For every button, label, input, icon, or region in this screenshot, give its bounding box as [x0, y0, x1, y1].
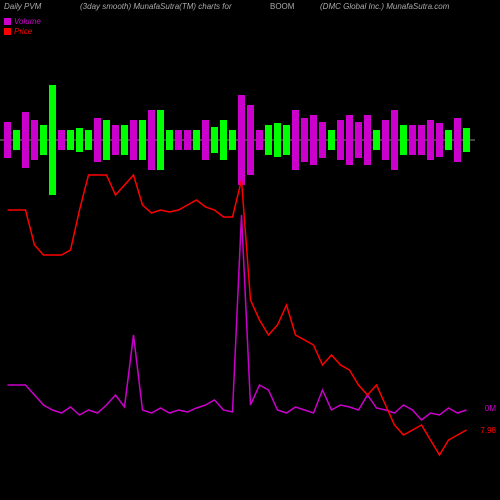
chart-header: Daily PVM (3day smooth) MunafaSutra(TM) … — [0, 2, 500, 16]
legend-swatch — [4, 28, 11, 35]
legend-swatch — [4, 18, 11, 25]
legend-label: Volume — [14, 17, 41, 26]
legend-item-volume: Volume — [4, 16, 41, 26]
axis-label: 0M — [485, 404, 496, 413]
chart-svg — [0, 35, 475, 475]
axis-label: 7.98 — [480, 426, 496, 435]
header-right: (DMC Global Inc.) MunafaSutra.com — [320, 2, 449, 11]
header-left: Daily PVM — [4, 2, 41, 11]
header-mid: (3day smooth) MunafaSutra(TM) charts for — [80, 2, 232, 11]
legend: Volume Price — [4, 16, 41, 36]
header-ticker: BOOM — [270, 2, 294, 11]
chart-area — [0, 35, 475, 475]
